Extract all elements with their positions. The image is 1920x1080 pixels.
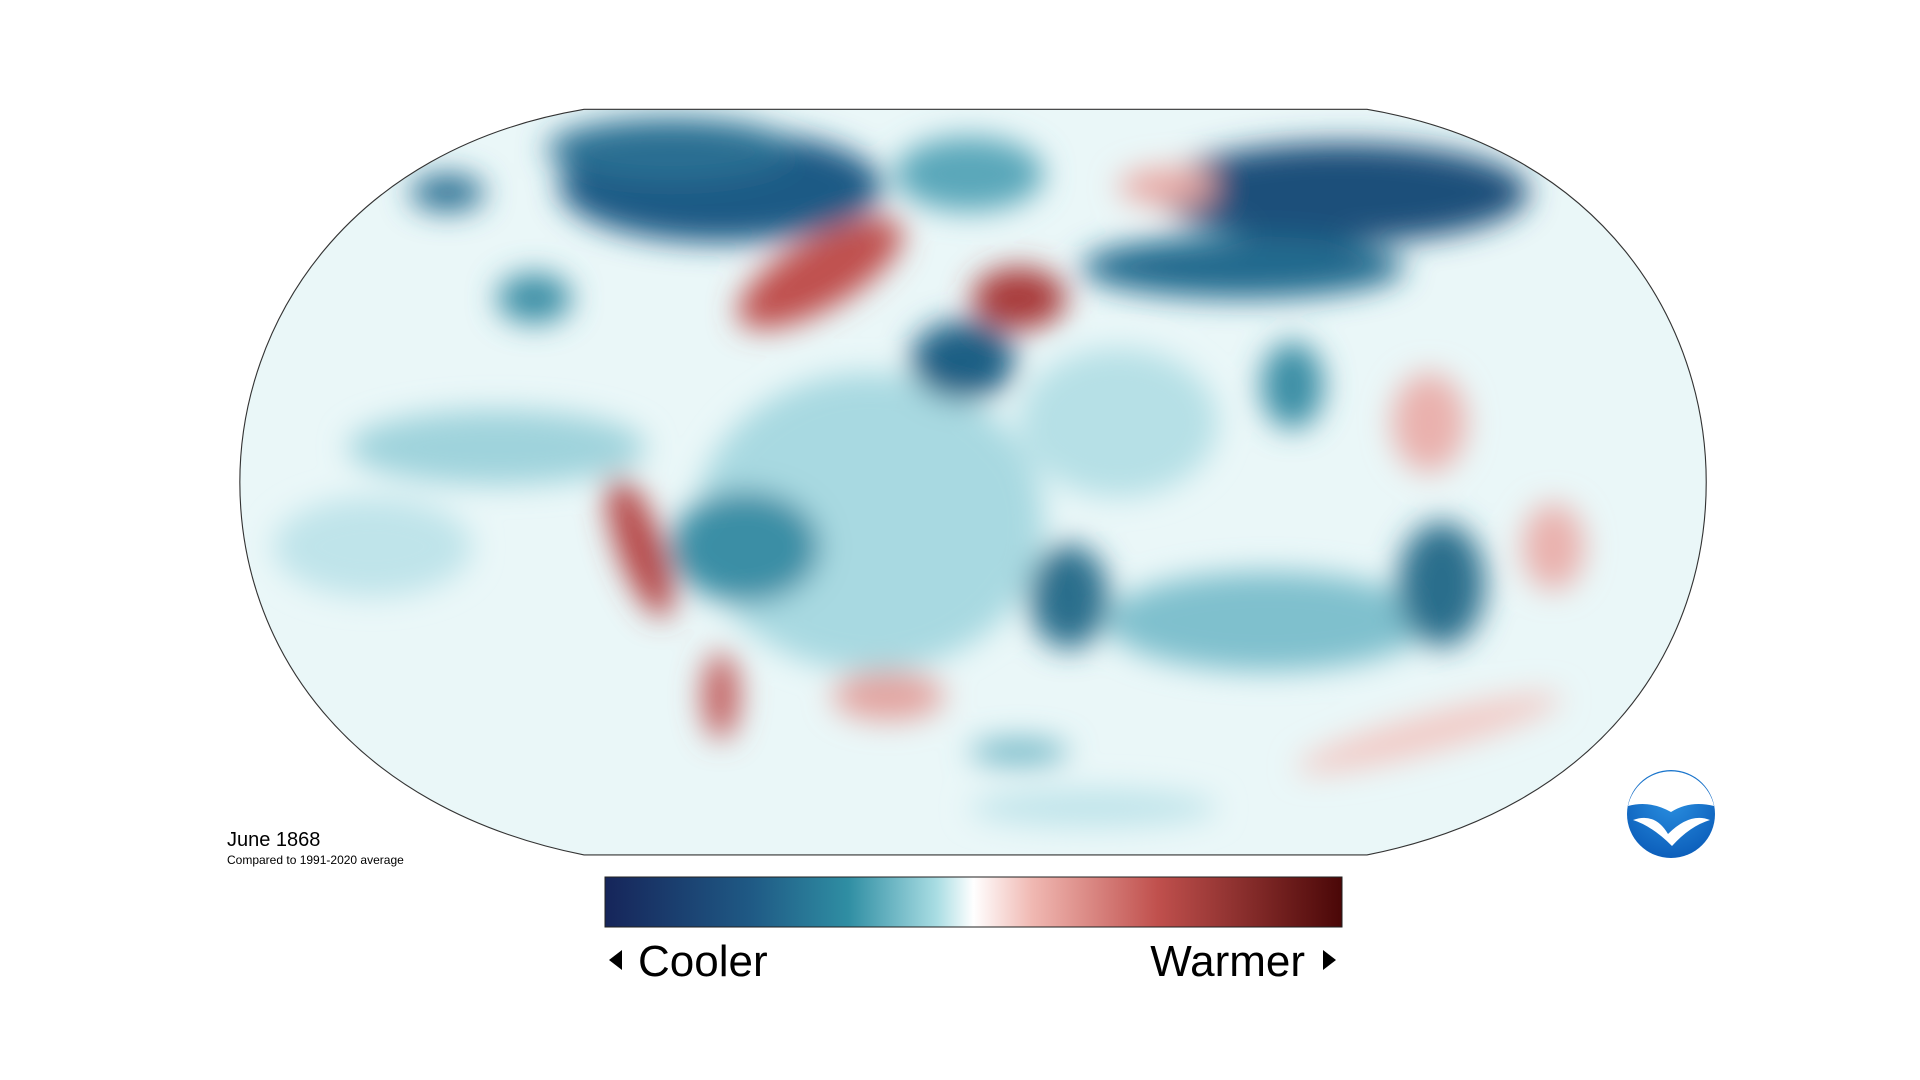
map-title: June 1868 bbox=[227, 829, 320, 851]
map-subtitle: Compared to 1991-2020 average bbox=[227, 853, 404, 867]
right-arrow bbox=[1323, 950, 1336, 970]
logo-text: NOAA bbox=[1652, 785, 1690, 800]
legend-high: Warmer bbox=[1150, 937, 1305, 986]
map bbox=[239, 108, 1707, 856]
anomaly-field bbox=[273, 118, 1585, 827]
map-outline bbox=[239, 108, 1707, 856]
legend-low: Cooler bbox=[638, 937, 768, 986]
color-bar bbox=[604, 876, 1343, 928]
noaa-logo: NOAA bbox=[1627, 770, 1715, 858]
left-arrow bbox=[609, 950, 622, 970]
